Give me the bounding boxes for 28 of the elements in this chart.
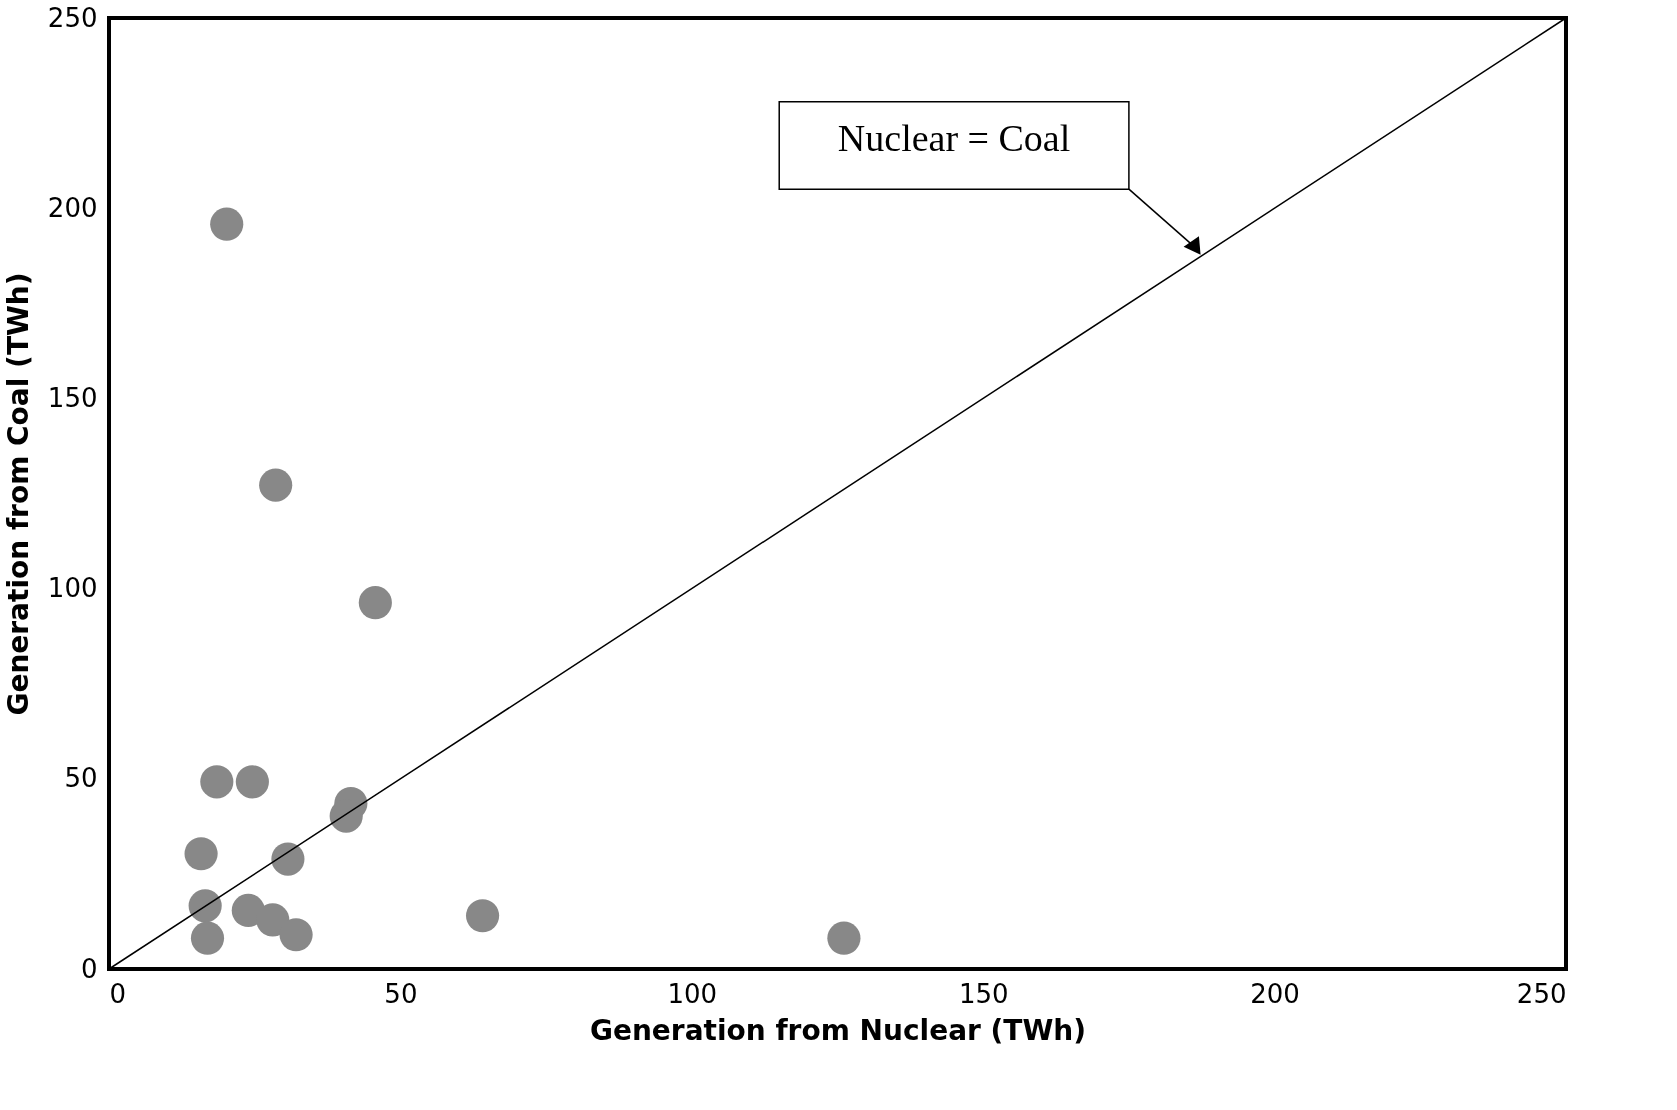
x-tick-label: 0 [109, 978, 127, 1009]
point [210, 207, 244, 241]
y-tick-label: 0 [80, 953, 98, 984]
x-tick-label: 100 [667, 978, 718, 1009]
x-axis-title: Generation from Nuclear (TWh) [589, 1013, 1087, 1047]
annotation: Nuclear = Coal [837, 116, 1071, 159]
y-axis-title: Generation from Coal (TWh) [1, 272, 35, 716]
point [256, 903, 290, 937]
point [465, 899, 500, 933]
x-tick-label: 150 [958, 978, 1009, 1009]
point [184, 837, 218, 871]
x-tick-label: 200 [1250, 978, 1300, 1009]
point [235, 765, 269, 799]
point [358, 586, 392, 620]
point [259, 468, 293, 502]
point [279, 918, 313, 952]
point [188, 889, 222, 923]
y-tick-label: 250 [47, 2, 98, 33]
point [200, 765, 234, 799]
x-tick-label: 50 [384, 978, 418, 1009]
point [827, 921, 861, 955]
y-tick-label: 200 [47, 192, 98, 223]
x-tick-label: 250 [1516, 978, 1567, 1009]
y-tick-label: 100 [47, 573, 98, 604]
point [271, 842, 305, 876]
y-tick-label: 150 [47, 382, 98, 413]
point [190, 921, 225, 955]
y-tick-label: 50 [64, 763, 98, 794]
